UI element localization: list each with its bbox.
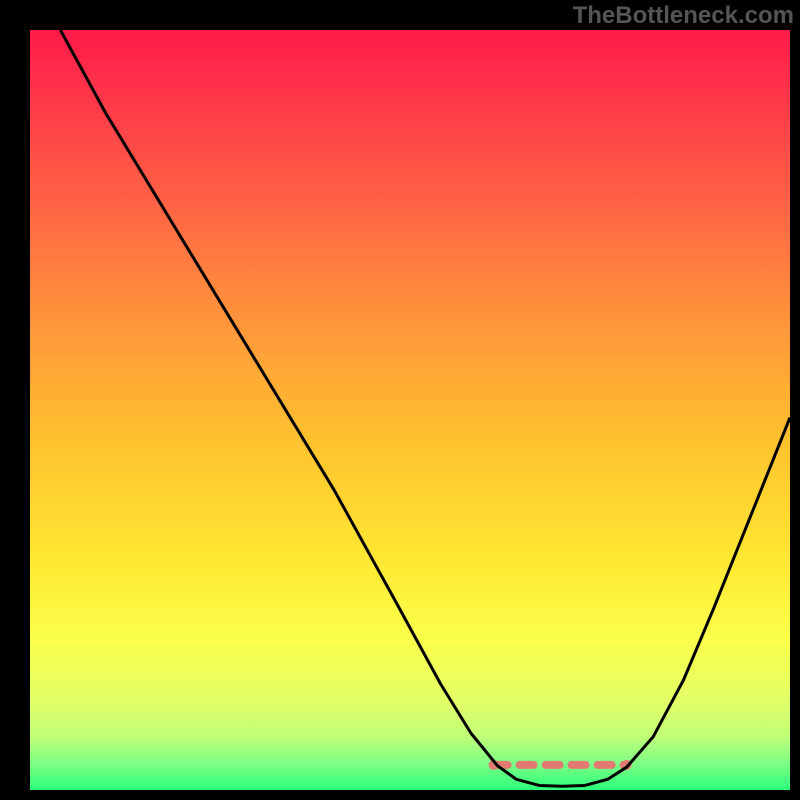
chart-container: TheBottleneck.com — [0, 0, 800, 800]
watermark-text: TheBottleneck.com — [573, 2, 794, 30]
chart-svg — [30, 30, 790, 790]
plot-area — [30, 30, 790, 790]
bottleneck-curve — [60, 30, 790, 786]
